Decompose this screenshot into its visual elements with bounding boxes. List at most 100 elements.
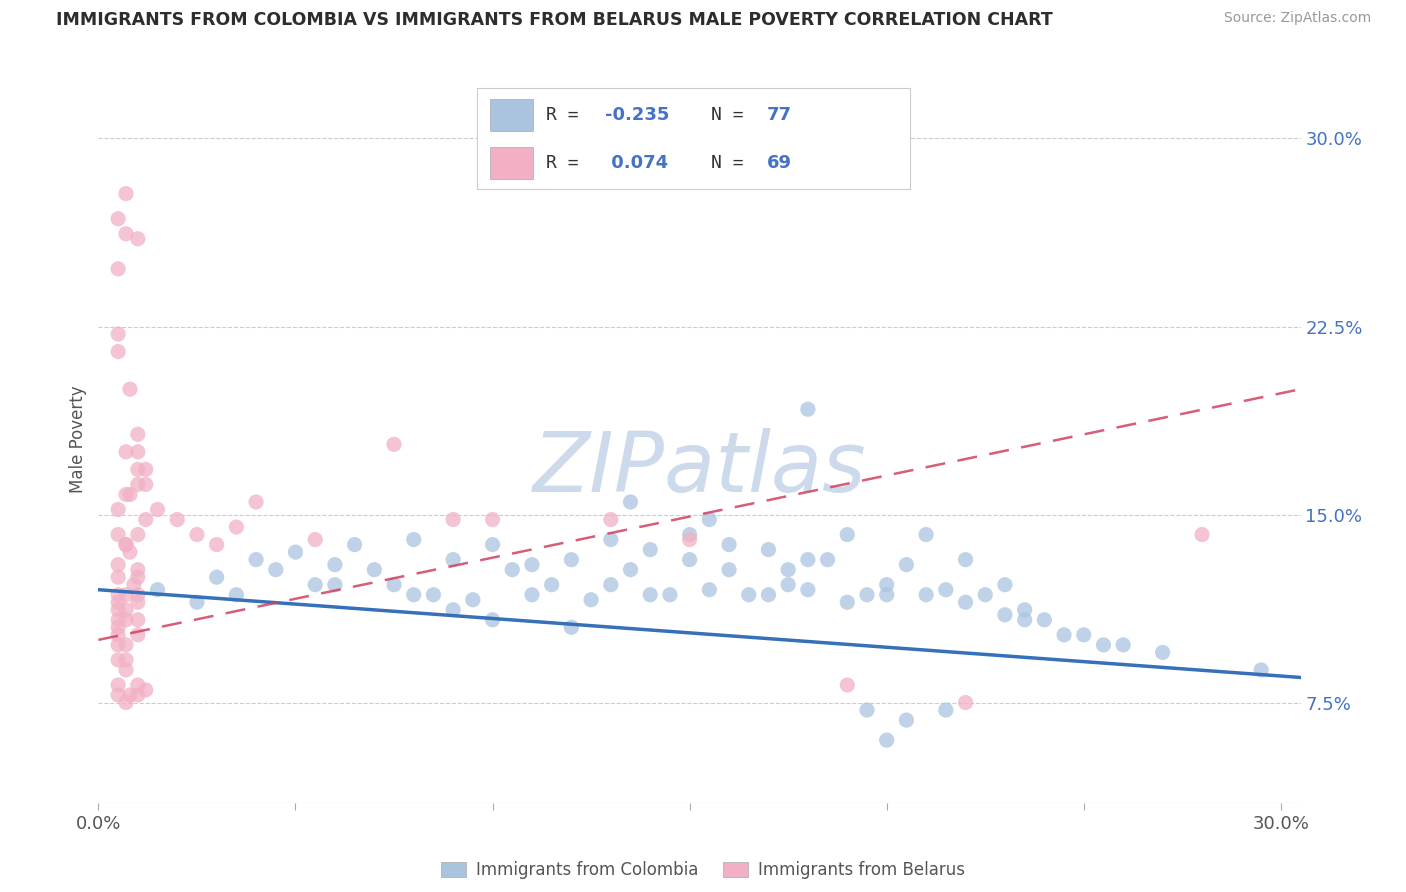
Point xyxy=(107,603,129,617)
Text: ZIPatlas: ZIPatlas xyxy=(533,428,866,509)
Point xyxy=(402,588,425,602)
Point xyxy=(441,512,464,526)
Point xyxy=(186,527,208,541)
Point xyxy=(837,595,859,609)
Point xyxy=(699,512,721,526)
Point xyxy=(758,588,780,602)
Point xyxy=(1092,638,1115,652)
Point xyxy=(501,563,523,577)
Point xyxy=(441,603,464,617)
Legend: Immigrants from Colombia, Immigrants from Belarus: Immigrants from Colombia, Immigrants fro… xyxy=(441,861,965,880)
Point xyxy=(876,588,898,602)
Point xyxy=(619,495,641,509)
Point xyxy=(856,588,879,602)
Point xyxy=(115,538,138,552)
Point xyxy=(107,502,129,516)
Point xyxy=(323,578,346,592)
Point xyxy=(127,232,149,246)
Point xyxy=(638,588,661,602)
Point xyxy=(122,578,145,592)
Point xyxy=(994,578,1017,592)
Point xyxy=(1073,628,1095,642)
Point xyxy=(115,487,138,501)
Point xyxy=(520,588,543,602)
Point xyxy=(520,558,543,572)
Point xyxy=(441,552,464,566)
Point xyxy=(699,582,721,597)
Point xyxy=(118,688,141,702)
Point xyxy=(837,678,859,692)
Point xyxy=(115,227,138,241)
Point xyxy=(382,578,405,592)
Point xyxy=(599,512,621,526)
Point xyxy=(797,402,820,417)
Point xyxy=(146,502,169,516)
Point xyxy=(876,578,898,592)
Point xyxy=(658,588,681,602)
Point xyxy=(186,595,208,609)
Point xyxy=(107,620,129,634)
Point xyxy=(107,628,129,642)
Point xyxy=(323,558,346,572)
Point xyxy=(284,545,307,559)
Point xyxy=(127,588,149,602)
Point xyxy=(127,462,149,476)
Point xyxy=(1053,628,1076,642)
Point xyxy=(107,261,129,276)
Point xyxy=(915,588,938,602)
Point xyxy=(481,538,503,552)
Point xyxy=(560,552,582,566)
Point xyxy=(115,663,138,677)
Point xyxy=(135,477,157,491)
Point xyxy=(118,487,141,501)
Point xyxy=(1014,603,1036,617)
Point xyxy=(343,538,366,552)
Point xyxy=(994,607,1017,622)
Point xyxy=(107,595,129,609)
Point xyxy=(896,713,918,727)
Point xyxy=(1152,645,1174,659)
Point xyxy=(797,552,820,566)
Point xyxy=(146,582,169,597)
Point xyxy=(638,542,661,557)
Point xyxy=(127,563,149,577)
Point xyxy=(127,628,149,642)
Point xyxy=(107,653,129,667)
Point xyxy=(225,588,247,602)
Point xyxy=(135,512,157,526)
Point xyxy=(107,678,129,692)
Point xyxy=(955,696,977,710)
Point xyxy=(115,538,138,552)
Point xyxy=(935,582,957,597)
Point xyxy=(107,558,129,572)
Point xyxy=(118,382,141,396)
Point xyxy=(1014,613,1036,627)
Point xyxy=(599,533,621,547)
Point xyxy=(115,588,138,602)
Text: Source: ZipAtlas.com: Source: ZipAtlas.com xyxy=(1223,11,1371,25)
Point xyxy=(678,533,700,547)
Point xyxy=(915,527,938,541)
Point xyxy=(619,563,641,577)
Point xyxy=(127,613,149,627)
Point xyxy=(127,678,149,692)
Point xyxy=(1250,663,1272,677)
Point xyxy=(758,542,780,557)
Point xyxy=(778,578,800,592)
Point xyxy=(304,578,326,592)
Point xyxy=(107,613,129,627)
Point xyxy=(678,527,700,541)
Point xyxy=(896,558,918,572)
Point xyxy=(856,703,879,717)
Point xyxy=(107,326,129,341)
Point xyxy=(540,578,562,592)
Point xyxy=(115,186,138,201)
Point xyxy=(127,445,149,459)
Point xyxy=(127,527,149,541)
Point xyxy=(135,683,157,698)
Point xyxy=(402,533,425,547)
Point xyxy=(107,527,129,541)
Point xyxy=(817,552,839,566)
Point xyxy=(115,603,138,617)
Point xyxy=(481,512,503,526)
